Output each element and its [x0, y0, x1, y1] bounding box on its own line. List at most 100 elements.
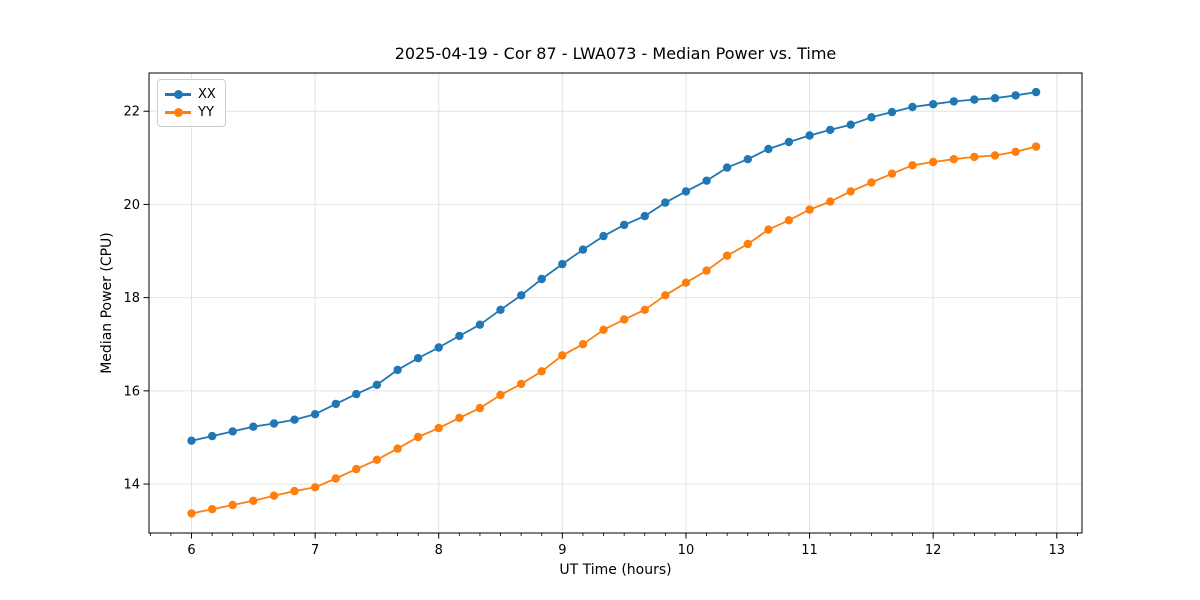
data-point-yy: [599, 325, 608, 334]
data-point-yy: [331, 474, 340, 483]
data-point-xx: [517, 291, 526, 300]
data-point-yy: [784, 216, 794, 225]
data-point-yy: [558, 351, 567, 360]
data-point-xx: [537, 274, 546, 284]
data-point-xx: [331, 399, 340, 409]
x-tick-label: 9: [558, 543, 566, 558]
data-point-yy: [496, 390, 505, 400]
data-point-yy: [1031, 142, 1041, 151]
data-point-yy: [372, 455, 382, 464]
data-point-yy: [970, 152, 979, 162]
data-point-xx: [661, 198, 670, 207]
data-point-xx: [826, 125, 835, 135]
data-point-yy: [764, 225, 773, 234]
data-point-xx: [970, 95, 979, 104]
x-tick-label: 8: [435, 543, 443, 558]
x-axis-label: UT Time (hours): [559, 562, 672, 578]
data-point-yy: [846, 187, 855, 196]
data-point-xx: [620, 220, 629, 230]
data-point-yy: [413, 432, 423, 442]
data-point-yy: [1011, 147, 1020, 156]
data-point-xx: [249, 422, 258, 431]
data-point-xx: [1031, 87, 1041, 97]
legend-item-yy: YY: [165, 103, 216, 121]
x-tick-label: 10: [678, 543, 695, 558]
series-line-yy: [191, 145, 1037, 515]
data-point-yy: [393, 444, 402, 453]
data-point-xx: [372, 380, 382, 389]
data-point-yy: [640, 305, 649, 314]
data-point-xx: [475, 320, 485, 329]
data-point-yy: [949, 155, 958, 164]
data-point-yy: [826, 197, 835, 206]
data-point-xx: [764, 144, 773, 154]
data-point-yy: [228, 500, 237, 510]
x-tick-label: 12: [925, 543, 942, 558]
data-point-xx: [187, 436, 196, 445]
data-point-xx: [990, 94, 1000, 103]
y-axis-label-text: Median Power (CPU): [99, 232, 115, 374]
data-point-xx: [929, 100, 938, 109]
legend-marker-xx-icon: [165, 89, 191, 99]
data-point-xx: [496, 305, 505, 314]
data-point-yy: [908, 161, 917, 170]
data-point-xx: [434, 343, 443, 352]
y-tick-label: 20: [123, 198, 140, 213]
x-tick-label: 11: [801, 543, 818, 558]
data-point-xx: [743, 155, 752, 164]
data-point-yy: [867, 178, 876, 187]
y-tick-label: 18: [123, 291, 140, 306]
data-point-xx: [228, 427, 237, 436]
data-point-yy: [805, 205, 814, 214]
legend: XX YY: [157, 79, 226, 127]
data-point-yy: [434, 423, 443, 433]
data-point-xx: [784, 137, 794, 147]
data-point-yy: [269, 491, 279, 500]
data-point-xx: [393, 365, 402, 375]
data-point-yy: [743, 239, 752, 249]
data-point-xx: [578, 245, 588, 254]
data-point-xx: [681, 187, 691, 196]
data-point-yy: [249, 496, 258, 505]
data-point-xx: [722, 163, 732, 172]
x-tick-label: 13: [1049, 543, 1066, 558]
data-point-yy: [352, 464, 361, 474]
data-point-xx: [908, 102, 917, 112]
y-tick-label: 22: [123, 105, 140, 120]
data-point-xx: [599, 231, 608, 241]
legend-label-yy: YY: [198, 104, 214, 120]
data-point-xx: [887, 107, 897, 117]
data-point-xx: [310, 410, 320, 419]
data-point-xx: [949, 97, 958, 106]
legend-label-xx: XX: [198, 86, 216, 102]
y-tick-label: 16: [123, 384, 140, 399]
data-point-xx: [558, 259, 567, 269]
series-line-xx: [191, 91, 1037, 442]
x-tick-label: 7: [311, 543, 319, 558]
plot-border: [148, 72, 1083, 534]
data-point-yy: [208, 505, 217, 514]
data-point-xx: [867, 113, 876, 122]
data-point-yy: [929, 157, 938, 167]
data-point-xx: [1011, 91, 1020, 100]
data-point-yy: [187, 509, 196, 518]
data-point-xx: [352, 389, 361, 399]
data-point-yy: [475, 403, 485, 413]
data-point-yy: [702, 266, 711, 275]
legend-item-xx: XX: [165, 85, 216, 103]
data-point-yy: [290, 486, 299, 496]
data-point-xx: [846, 120, 855, 129]
data-point-yy: [537, 367, 546, 376]
data-point-yy: [310, 483, 320, 492]
x-tick-label: 6: [187, 543, 195, 558]
data-point-xx: [640, 211, 649, 221]
data-point-yy: [517, 379, 526, 389]
data-point-yy: [455, 413, 464, 423]
data-point-yy: [990, 151, 1000, 160]
data-point-xx: [290, 415, 299, 424]
data-point-yy: [887, 169, 897, 178]
data-point-xx: [269, 419, 279, 428]
data-point-yy: [578, 340, 588, 349]
